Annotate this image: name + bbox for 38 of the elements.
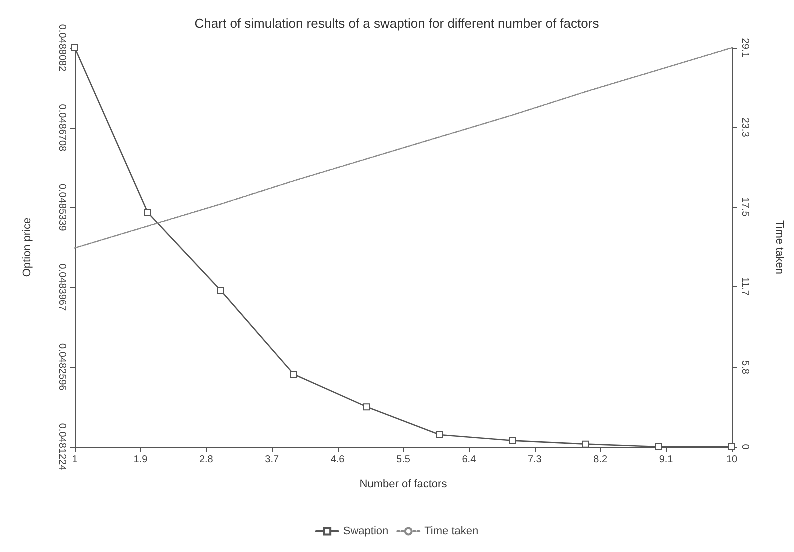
chart-title: Chart of simulation results of a swaption for different number of factors (194, 16, 600, 31)
line-series (74, 47, 733, 249)
y2-tick-label: 29.1 (740, 38, 750, 58)
y2-tick-label: 23.3 (740, 118, 750, 138)
point (510, 437, 516, 444)
x-tick-label: 1.9 (134, 454, 148, 466)
y2-tick-label: 11.7 (740, 277, 750, 296)
y-tick-label: 0.0483967 (56, 264, 68, 312)
x-tick-label: 9.1 (659, 454, 674, 466)
x-tick-label: 1 (72, 454, 78, 466)
x-axis-title: Number of factors (360, 478, 448, 490)
x-tick-label: 3.7 (265, 454, 280, 466)
point (656, 444, 662, 450)
x-tick-label: 8.2 (594, 454, 608, 466)
x-tick-label: 4.6 (330, 454, 346, 466)
y2-axis-title: Time taken (774, 220, 786, 275)
legend-label: Time taken (424, 526, 479, 538)
point (218, 287, 224, 294)
y2-tick-label: 17.5 (740, 197, 750, 218)
x-tick-label: 7.3 (528, 454, 542, 466)
point (144, 209, 152, 216)
y-axis-title: Option price (22, 218, 34, 278)
y-tick-label: 0.0482596 (56, 344, 68, 392)
y-tick-label: 0.0481224 (56, 423, 68, 472)
point (436, 432, 444, 439)
point (364, 404, 370, 411)
x-tick-label: 6.4 (462, 454, 477, 466)
x-tick-label: 10 (726, 454, 738, 466)
y-tick-label: 0.0485339 (56, 184, 68, 232)
legend-label: Swaption (343, 526, 389, 538)
x-tick-label: 2.8 (199, 454, 214, 466)
x-tick-label: 5.5 (396, 454, 411, 466)
point (290, 371, 298, 378)
y2-tick-label: 0 (740, 444, 750, 450)
y2-tick-label: 5.8 (740, 360, 750, 375)
y-tick-label: 0.0488082 (56, 24, 68, 72)
y-tick-label: 0.0486708 (56, 104, 68, 152)
point (582, 440, 590, 448)
